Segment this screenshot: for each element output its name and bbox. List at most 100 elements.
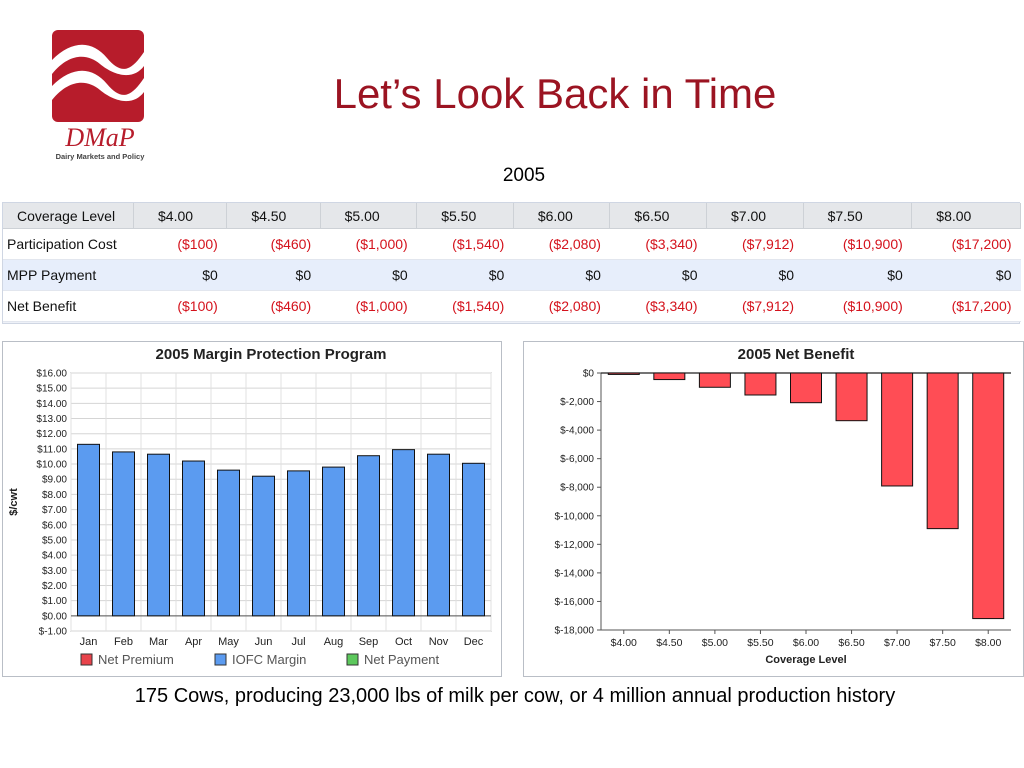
x-tick-label: Dec: [464, 636, 484, 648]
table-cell: ($2,080): [513, 290, 610, 322]
y-tick-label: $0.00: [42, 611, 67, 622]
bar-net-benefit: [607, 372, 640, 375]
table-cell: ($100): [133, 228, 227, 260]
table-cell: ($7,912): [706, 290, 804, 322]
logo-text: DMaP: [65, 123, 135, 152]
bar-net-benefit: [881, 372, 914, 487]
table-header-cell: $6.50: [609, 203, 707, 229]
table-header-cell: $5.50: [416, 203, 514, 229]
x-tick-label: Oct: [395, 636, 412, 648]
x-axis-label: Coverage Level: [765, 654, 846, 666]
table-cell: $0: [513, 259, 610, 291]
x-tick-label: Sep: [359, 636, 379, 648]
table-cell: ($3,340): [609, 228, 707, 260]
y-tick-label: $-10,000: [555, 511, 595, 522]
bar-iofc-margin: [287, 470, 310, 617]
x-tick-label: $6.00: [793, 637, 819, 649]
table-cell: ($460): [226, 290, 321, 322]
x-tick-label: May: [218, 636, 239, 648]
legend-swatch: [80, 653, 93, 666]
table-cell: $0: [706, 259, 804, 291]
x-tick-label: $4.00: [611, 637, 637, 649]
y-tick-label: $10.00: [36, 460, 67, 471]
table-cell: $0: [911, 259, 1021, 291]
x-tick-label: $4.50: [656, 637, 682, 649]
row-label: MPP Payment: [3, 259, 134, 291]
chart-title: 2005 Margin Protection Program: [156, 346, 387, 363]
y-tick-label: $14.00: [36, 399, 67, 410]
y-tick-label: $-12,000: [555, 540, 595, 551]
logo-mark: [52, 30, 144, 122]
slide-caption: 175 Cows, producing 23,000 lbs of milk p…: [134, 685, 896, 707]
x-tick-label: Apr: [185, 636, 202, 648]
x-tick-label: $5.50: [747, 637, 773, 649]
table-header-cell: $7.00: [706, 203, 804, 229]
y-tick-label: $16.00: [36, 369, 67, 380]
y-tick-label: $-14,000: [555, 568, 595, 579]
table-header-cell: $5.00: [320, 203, 418, 229]
margin-protection-chart: 2005 Margin Protection Program $16.00 $15.…: [2, 341, 502, 677]
net-benefit-chart-svg: 2005 Net Benefit $0 $-2,000 $-4,000 $-6,000 $…: [555, 346, 1011, 666]
x-tick-label: Jun: [255, 636, 273, 648]
y-tick-label: $-8,000: [560, 483, 594, 494]
table-header-row: Coverage Level $4.00 $4.50 $5.00 $5.50 $…: [3, 203, 1021, 229]
y-tick-label: $-16,000: [555, 597, 595, 608]
table-cell: $0: [609, 259, 707, 291]
y-tick-label: $4.00: [42, 551, 67, 562]
y-tick-label: $-18,000: [555, 626, 595, 637]
y-axis-label: $/cwt: [8, 488, 20, 516]
x-tick-label: Aug: [324, 636, 344, 648]
row-label: Participation Cost: [3, 228, 134, 260]
legend-label: Net Premium: [98, 652, 174, 667]
slide-year: 2005: [502, 165, 546, 186]
x-tick-label: Jan: [80, 636, 98, 648]
bar-iofc-margin: [147, 453, 170, 617]
bar-net-benefit: [835, 372, 868, 422]
table-header-cell: $4.50: [226, 203, 321, 229]
bar-net-benefit: [972, 372, 1005, 620]
logo-subtitle: Dairy Markets and Policy: [55, 152, 145, 161]
table-cell: $0: [416, 259, 514, 291]
table-cell: ($17,200): [911, 228, 1021, 260]
x-tick-label: $7.00: [884, 637, 910, 649]
legend-label: IOFC Margin: [232, 652, 306, 667]
bar-iofc-margin: [77, 443, 100, 617]
margin-protection-chart-svg: 2005 Margin Protection Program $16.00 $15.…: [8, 346, 492, 667]
x-tick-label: $8.00: [975, 637, 1001, 649]
table-cell: $0: [133, 259, 227, 291]
y-tick-label: $-6,000: [560, 454, 594, 465]
table-header-cell: $6.00: [513, 203, 611, 229]
bar-iofc-margin: [182, 460, 205, 617]
bar-iofc-margin: [427, 453, 450, 617]
chart-title: 2005 Net Benefit: [738, 346, 855, 363]
y-tick-label: $3.00: [42, 566, 67, 577]
table-header-cell: $8.00: [911, 203, 1021, 229]
y-tick-label: $8.00: [42, 490, 67, 501]
x-tick-label: Nov: [429, 636, 449, 648]
y-tick-label: $1.00: [42, 596, 67, 607]
y-tick-label: $5.00: [42, 535, 67, 546]
row-label: Net Benefit: [3, 290, 134, 322]
table-cell: ($2,080): [513, 228, 610, 260]
table-cell: $0: [803, 259, 912, 291]
bar-net-benefit: [653, 372, 686, 381]
table-cell: $0: [226, 259, 321, 291]
legend-label: Net Payment: [364, 652, 440, 667]
table-cell: ($460): [226, 228, 321, 260]
x-tick-label: $6.50: [838, 637, 864, 649]
table-cell: ($7,912): [706, 228, 804, 260]
table-cell: ($10,900): [803, 290, 912, 322]
x-tick-label: Mar: [149, 636, 168, 648]
y-tick-label: $12.00: [36, 429, 67, 440]
x-tick-label: Feb: [114, 636, 133, 648]
table-cell: ($1,000): [320, 228, 417, 260]
y-tick-label: $11.00: [37, 444, 67, 455]
y-tick-label: $0: [583, 369, 595, 380]
table-cell: ($17,200): [911, 290, 1021, 322]
coverage-table: Coverage Level $4.00 $4.50 $5.00 $5.50 $…: [2, 202, 1021, 324]
bar-iofc-margin: [462, 462, 485, 617]
bar-iofc-margin: [357, 455, 380, 617]
table-row: Participation Cost ($100) ($460) ($1,000…: [3, 228, 1021, 260]
bar-net-benefit: [698, 372, 731, 388]
y-tick-label: $-2,000: [560, 397, 594, 408]
